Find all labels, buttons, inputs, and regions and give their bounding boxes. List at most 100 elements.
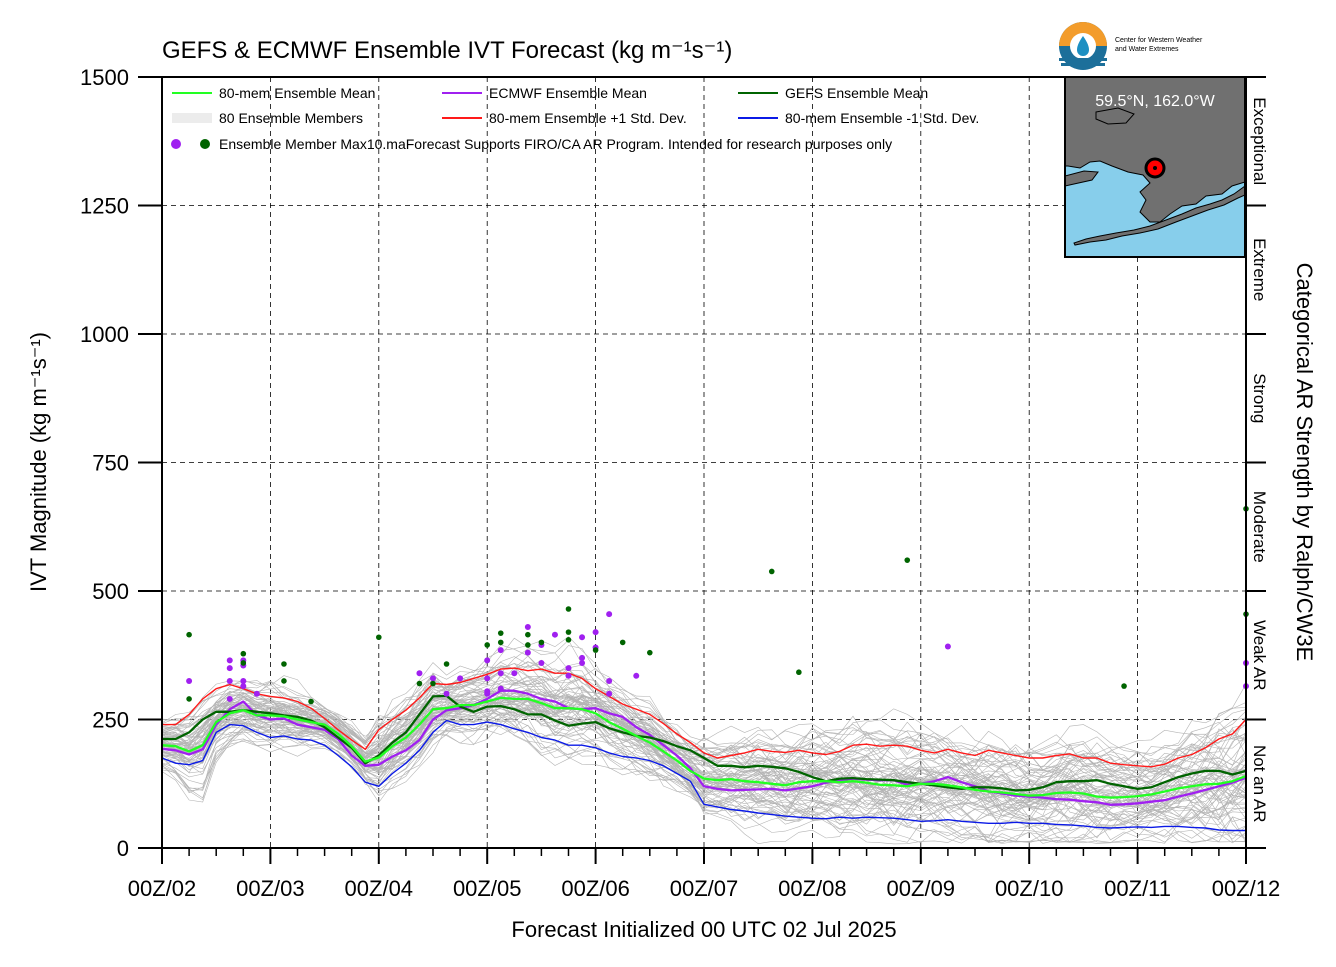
gefs-max-point — [565, 629, 572, 635]
category-label: Moderate — [1250, 491, 1269, 563]
gefs-max-point — [904, 557, 911, 563]
inset-map: 59.5°N, 162.0°W — [1064, 76, 1246, 258]
gefs-max-point — [619, 639, 626, 646]
ecmwf-max-point — [430, 675, 436, 682]
logo-text-line1: Center for Western Weather — [1115, 37, 1203, 44]
x-tick-label: 00Z/11 — [1104, 876, 1171, 901]
location-marker-center — [1153, 166, 1157, 170]
gefs-max-point — [647, 649, 653, 656]
ecmwf-max-point — [497, 685, 504, 692]
ensemble-member-line — [162, 655, 1246, 773]
x-tick-label: 00Z/05 — [453, 876, 522, 901]
ecmwf-max-point — [606, 690, 613, 697]
ecmwf-max-point — [186, 677, 193, 684]
series-line-ecmwf-ensemble-mean — [162, 689, 1246, 806]
ensemble-members — [162, 636, 1246, 845]
ensemble-member-line — [162, 716, 1246, 844]
gefs-max-point — [525, 642, 531, 648]
series-line-80-mem-ensemble-mean — [162, 696, 1246, 799]
ecmwf-max-point — [457, 675, 464, 682]
ensemble-member-line — [162, 719, 1246, 844]
axes: 0 250 500 750 1000 1250 1500 00Z/02 00Z/03 00Z/04… — [80, 65, 1280, 901]
map-frame — [1064, 76, 1246, 258]
gefs-max-point — [565, 606, 572, 612]
legend-label-max: Ensemble Member Max — [219, 136, 367, 152]
ensemble-member-line — [162, 697, 1246, 839]
ar-category-labels: Not an AR Weak AR Moderate Strong Extreme Exc… — [1250, 97, 1269, 822]
ecmwf-max-point — [511, 670, 518, 677]
ecmwf-max-point — [226, 677, 233, 684]
ensemble-max-points — [186, 505, 1249, 705]
gefs-max-point — [281, 678, 287, 684]
y-axis-label: IVT Magnitude (kg m⁻¹s⁻¹) — [26, 332, 51, 592]
gefs-max-point — [484, 642, 491, 648]
ecmwf-max-point — [416, 670, 423, 677]
ensemble-member-line — [162, 675, 1246, 798]
ensemble-member-line — [162, 683, 1246, 792]
ecmwf-max-point — [606, 611, 613, 618]
gefs-max-point — [430, 680, 436, 687]
series-line-80-mem-ensemble-1-std-dev- — [162, 667, 1246, 768]
ecmwf-max-point — [633, 672, 640, 679]
ecmwf-max-point — [579, 634, 586, 641]
ecmwf-max-point — [944, 643, 951, 650]
y-tick-label: 750 — [92, 451, 129, 476]
gefs-max-point — [443, 661, 450, 667]
y-tick-label: 250 — [92, 708, 129, 733]
category-label: Extreme — [1250, 238, 1269, 301]
ecmwf-max-point — [579, 659, 586, 666]
gefs-max-point — [281, 661, 287, 667]
category-label: Not an AR — [1250, 745, 1269, 823]
cw3e-logo: Center for Western Weather and Water Ext… — [1059, 22, 1203, 70]
ensemble-member-line — [162, 718, 1246, 844]
logo-wave-1 — [1059, 58, 1107, 61]
legend-marker-gefs-max — [200, 139, 210, 149]
gefs-max-point — [186, 696, 192, 702]
gefs-max-point — [497, 630, 504, 636]
map-land-island — [1095, 107, 1135, 125]
x-tick-label: 00Z/02 — [128, 876, 197, 901]
ecmwf-max-point — [579, 654, 586, 661]
ecmwf-max-point — [253, 690, 260, 697]
ecmwf-max-point — [497, 647, 504, 654]
y-tick-label: 0 — [117, 836, 129, 861]
x-tick-label: 00Z/12 — [1212, 876, 1281, 901]
gefs-max-point — [538, 639, 545, 646]
map-land-spit — [1065, 170, 1099, 187]
gefs-max-point — [497, 639, 504, 646]
ecmwf-max-point — [484, 690, 491, 697]
series-lines — [162, 667, 1246, 832]
ecmwf-max-point — [443, 690, 450, 697]
ecmwf-max-point — [538, 659, 545, 666]
ecmwf-max-point — [497, 670, 504, 677]
legend-disclaimer: 10.maForecast Supports FIRO/CA AR Progra… — [367, 136, 892, 152]
x-tick-label: 00Z/04 — [345, 876, 414, 901]
legend-label: 80-mem Ensemble -1 Std. Dev. — [785, 110, 979, 126]
ensemble-member-line — [162, 636, 1246, 772]
legend: 80-mem Ensemble Mean ECMWF Ensemble Mean G… — [171, 85, 979, 152]
map-location-label: 59.5°N, 162.0°W — [1095, 93, 1215, 110]
gefs-max-point — [240, 660, 247, 666]
gefs-max-point — [240, 650, 247, 657]
ecmwf-max-point — [240, 683, 247, 690]
gefs-max-point — [768, 568, 775, 575]
y-tick-label: 1000 — [80, 322, 129, 347]
x-tick-label: 00Z/10 — [995, 876, 1064, 901]
x-axis-label: Forecast Initialized 00 UTC 02 Jul 2025 — [511, 917, 896, 942]
right-axis-label: Categorical AR Strength by Ralph/CW3E — [1292, 263, 1317, 662]
x-tick-label: 00Z/07 — [670, 876, 739, 901]
ensemble-member-line — [162, 676, 1246, 782]
y-tick-label: 1500 — [80, 65, 129, 90]
ensemble-member-line — [162, 648, 1246, 779]
category-label: Strong — [1250, 373, 1269, 423]
gefs-max-point — [796, 669, 802, 676]
legend-label: GEFS Ensemble Mean — [785, 85, 928, 101]
x-tick-label: 00Z/03 — [236, 876, 305, 901]
ecmwf-max-point — [606, 677, 613, 684]
legend-label: 80-mem Ensemble +1 Std. Dev. — [489, 110, 687, 126]
gefs-max-point — [376, 634, 382, 641]
gefs-max-point — [592, 647, 599, 653]
legend-marker-ecmwf-max — [171, 139, 181, 149]
category-label: Exceptional — [1250, 97, 1269, 185]
